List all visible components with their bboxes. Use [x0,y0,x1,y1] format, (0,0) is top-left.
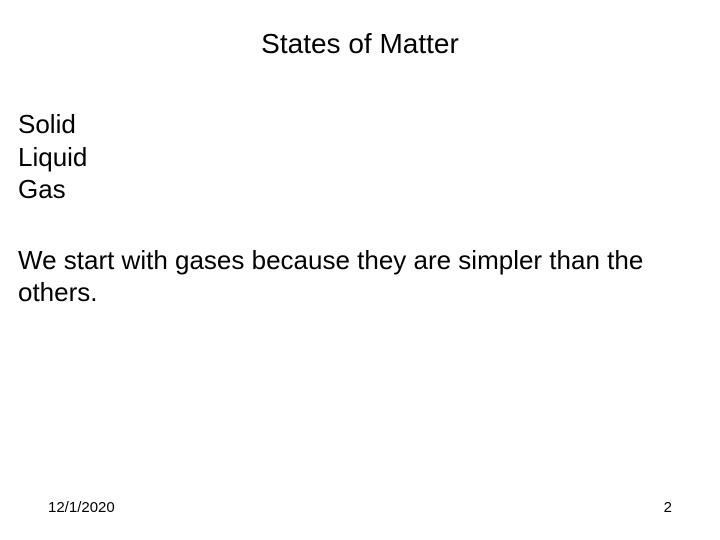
body-paragraph: We start with gases because they are sim… [18,244,702,309]
list-item: Solid [18,108,702,141]
footer-date: 12/1/2020 [48,499,115,516]
slide-container: States of Matter Solid Liquid Gas We sta… [0,0,720,540]
slide-content: Solid Liquid Gas We start with gases bec… [18,108,702,309]
slide-title: States of Matter [18,28,702,60]
list-item: Gas [18,173,702,206]
footer-page-number: 2 [664,499,672,516]
slide-footer: 12/1/2020 2 [0,499,720,516]
list-item: Liquid [18,141,702,174]
